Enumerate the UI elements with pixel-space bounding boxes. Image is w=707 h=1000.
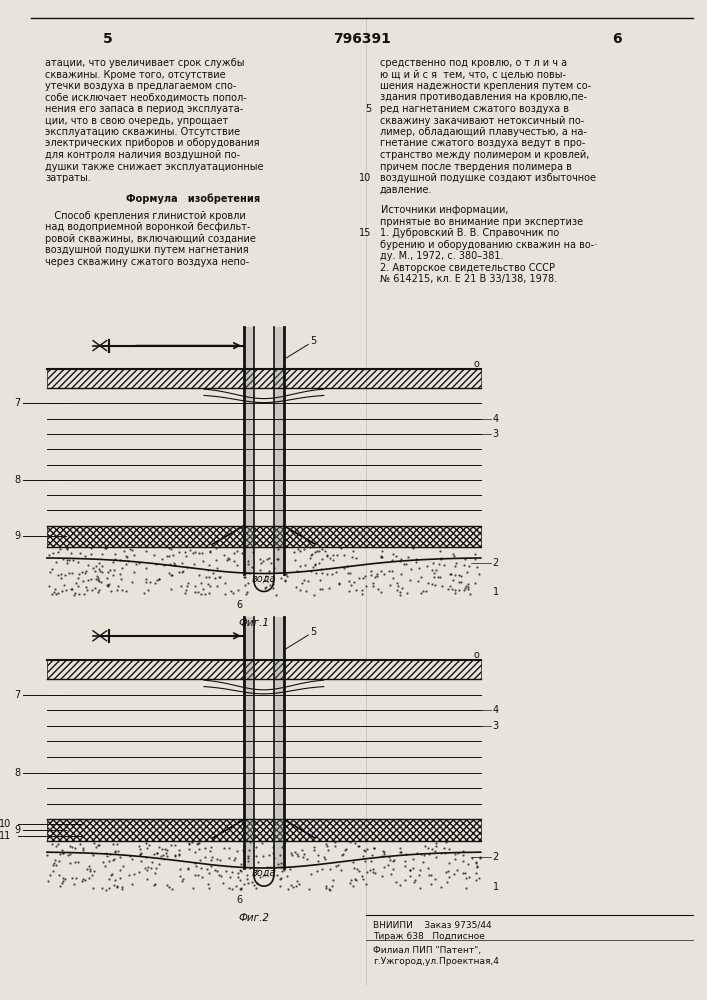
Text: давление.: давление. [380,184,432,194]
Text: 1: 1 [493,882,498,892]
Text: ю щ и й с я  тем, что, с целью повы-: ю щ и й с я тем, что, с целью повы- [380,70,566,80]
Text: 3: 3 [493,429,498,439]
Text: нения его запаса в период эксплуата-: нения его запаса в период эксплуата- [45,104,243,114]
Text: 8: 8 [14,475,21,485]
Text: ции, что в свою очередь, упрощает: ции, что в свою очередь, упрощает [45,115,228,125]
Text: воздушной подушке создают избыточное: воздушной подушке создают избыточное [380,173,595,183]
Text: 4: 4 [493,414,498,424]
Text: Формула   изобретения: Формула изобретения [127,194,260,204]
Text: Способ крепления глинистой кровли: Способ крепления глинистой кровли [45,211,246,221]
Text: 2: 2 [493,852,498,862]
Text: затраты.: затраты. [45,173,91,183]
Text: скважины. Кроме того, отсутствие: скважины. Кроме того, отсутствие [45,70,226,80]
Text: о: о [474,359,480,369]
Text: № 614215, кл. Е 21 В 33/138, 1978.: № 614215, кл. Е 21 В 33/138, 1978. [380,274,556,284]
Text: о: о [474,650,480,660]
Text: 3: 3 [493,721,498,731]
Text: гнетание сжатого воздуха ведут в про-: гнетание сжатого воздуха ведут в про- [380,138,585,148]
Text: лимер, обладающий плавучестью, а на-: лимер, обладающий плавучестью, а на- [380,127,586,137]
Text: ровой скважины, включающий создание: ровой скважины, включающий создание [45,234,256,244]
Text: 6: 6 [236,600,243,610]
Text: 4: 4 [493,705,498,715]
Text: 1. Дубровский В. В. Справочник по: 1. Дубровский В. В. Справочник по [380,228,559,238]
Text: электрических приборов и оборудования: электрических приборов и оборудования [45,138,259,148]
Text: воздушной подушки путем нагнетания: воздушной подушки путем нагнетания [45,245,249,255]
Text: Источники информации,: Источники информации, [381,205,509,215]
Bar [47,819,481,841]
Bar [244,617,254,868]
Text: здания противодавления на кровлю,пе-: здания противодавления на кровлю,пе- [380,93,587,103]
Text: 7: 7 [14,690,21,700]
Text: над водоприемной воронкой бесфильт-: над водоприемной воронкой бесфильт- [45,222,251,232]
Text: странство между полимером и кровлей,: странство между полимером и кровлей, [380,150,589,160]
Text: 15: 15 [359,228,371,238]
Text: Фиг.2: Фиг.2 [239,913,269,923]
Text: 5: 5 [103,32,112,46]
Text: 6: 6 [612,32,622,46]
Bar [47,369,481,388]
Text: душки также снижает эксплуатационные: душки также снижает эксплуатационные [45,161,264,172]
Text: атации, что увеличивает срок службы: атации, что увеличивает срок службы [45,58,245,68]
Text: вода: вода [252,574,276,584]
Text: Фиг.1: Фиг.1 [239,618,269,628]
Text: Тираж 638   Подписное: Тираж 638 Подписное [373,932,484,941]
Text: 1: 1 [493,587,498,597]
Text: средственно под кровлю, о т л и ч а: средственно под кровлю, о т л и ч а [380,58,567,68]
Text: Филиал ПИП "Патент",: Филиал ПИП "Патент", [373,946,481,955]
Text: 5: 5 [365,104,371,114]
Text: 8: 8 [14,768,21,778]
Text: ВНИИПИ    Заказ 9735/44: ВНИИПИ Заказ 9735/44 [373,920,491,929]
Bar [47,526,481,547]
Text: 6: 6 [236,895,243,905]
Bar [274,327,284,574]
Text: вода: вода [252,868,276,878]
Text: 2. Авторское свидетельство СССР: 2. Авторское свидетельство СССР [380,263,554,273]
Text: 10: 10 [0,819,11,829]
Text: 5: 5 [310,627,317,637]
Text: 7: 7 [14,398,21,408]
Bar [274,617,284,868]
Text: причем после твердения полимера в: причем после твердения полимера в [380,161,571,172]
Text: ред нагнетанием сжатого воздуха в: ред нагнетанием сжатого воздуха в [380,104,568,114]
Text: 11: 11 [0,831,11,841]
Bar [244,327,254,574]
Text: г.Ужгород,ул.Проектная,4: г.Ужгород,ул.Проектная,4 [373,957,498,966]
Text: собе исключает необходимость попол-: собе исключает необходимость попол- [45,93,247,103]
Text: 9: 9 [14,531,21,541]
Text: 796391: 796391 [334,32,391,46]
Text: через скважину сжатого воздуха непо-: через скважину сжатого воздуха непо- [45,257,250,267]
Text: шения надежности крепления путем со-: шения надежности крепления путем со- [380,81,590,91]
Text: ду. М., 1972, с. 380–381.: ду. М., 1972, с. 380–381. [380,251,503,261]
Text: принятые во внимание при экспертизе: принятые во внимание при экспертизе [380,217,583,227]
Text: скважину закачивают нетоксичный по-: скважину закачивают нетоксичный по- [380,115,584,125]
Text: 5: 5 [310,336,317,346]
Text: утечки воздуха в предлагаемом спо-: утечки воздуха в предлагаемом спо- [45,81,237,91]
Text: 2: 2 [493,558,498,568]
Text: эксплуатацию скважины. Отсутствие: эксплуатацию скважины. Отсутствие [45,127,240,137]
Text: для контроля наличия воздушной по-: для контроля наличия воздушной по- [45,150,240,160]
Text: бурению и оборудованию скважин на во-·: бурению и оборудованию скважин на во-· [380,240,597,250]
Text: 10: 10 [359,173,371,183]
Text: 9: 9 [14,825,21,835]
Bar [47,660,481,679]
